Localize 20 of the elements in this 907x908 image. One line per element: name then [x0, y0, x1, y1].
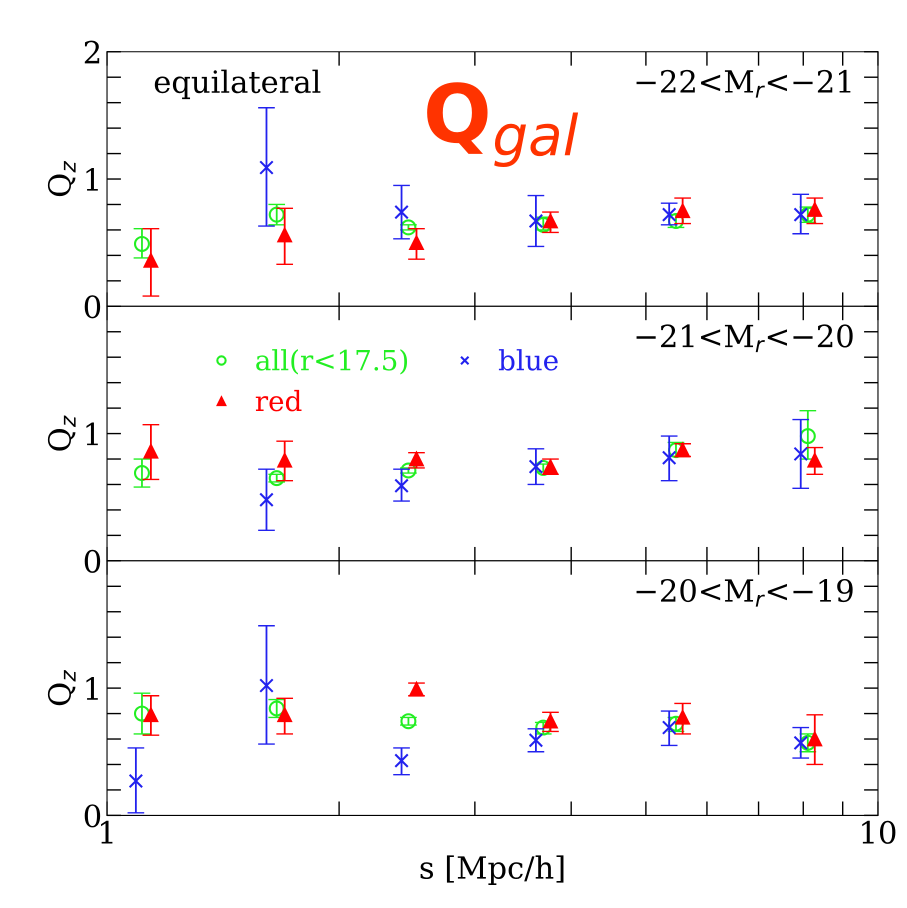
annotation: Q$_{gal}$	[427, 82, 578, 168]
legend-label: blue	[498, 349, 558, 371]
y-tick-label: 1	[86, 168, 98, 191]
y-tick-label: 2	[84, 40, 100, 64]
y-axis-title: Q$_{z}$	[48, 160, 76, 196]
y-axis-title: Q$_{z}$	[48, 670, 76, 706]
legend-label: all(r<17.5)	[256, 349, 408, 375]
y-tick-label: 0	[84, 550, 100, 573]
y-tick-label: 0	[84, 295, 100, 318]
annotation: −22<M$_{r}$<−21	[636, 70, 850, 98]
y-tick-label: 1	[86, 422, 98, 446]
x-axis-title: s [Mpc/h]	[420, 855, 564, 885]
annotation: −21<M$_{r}$<−20	[636, 324, 853, 352]
x-tick-label: 10	[862, 820, 896, 844]
annotation: equilateral	[154, 70, 320, 100]
y-tick-label: 1	[86, 677, 98, 700]
y-axis-title: Q$_{z}$	[48, 415, 76, 451]
legend-label: red	[256, 390, 302, 412]
y-tick-label: 0	[84, 804, 100, 828]
annotation: −20<M$_{r}$<−19	[636, 578, 853, 607]
